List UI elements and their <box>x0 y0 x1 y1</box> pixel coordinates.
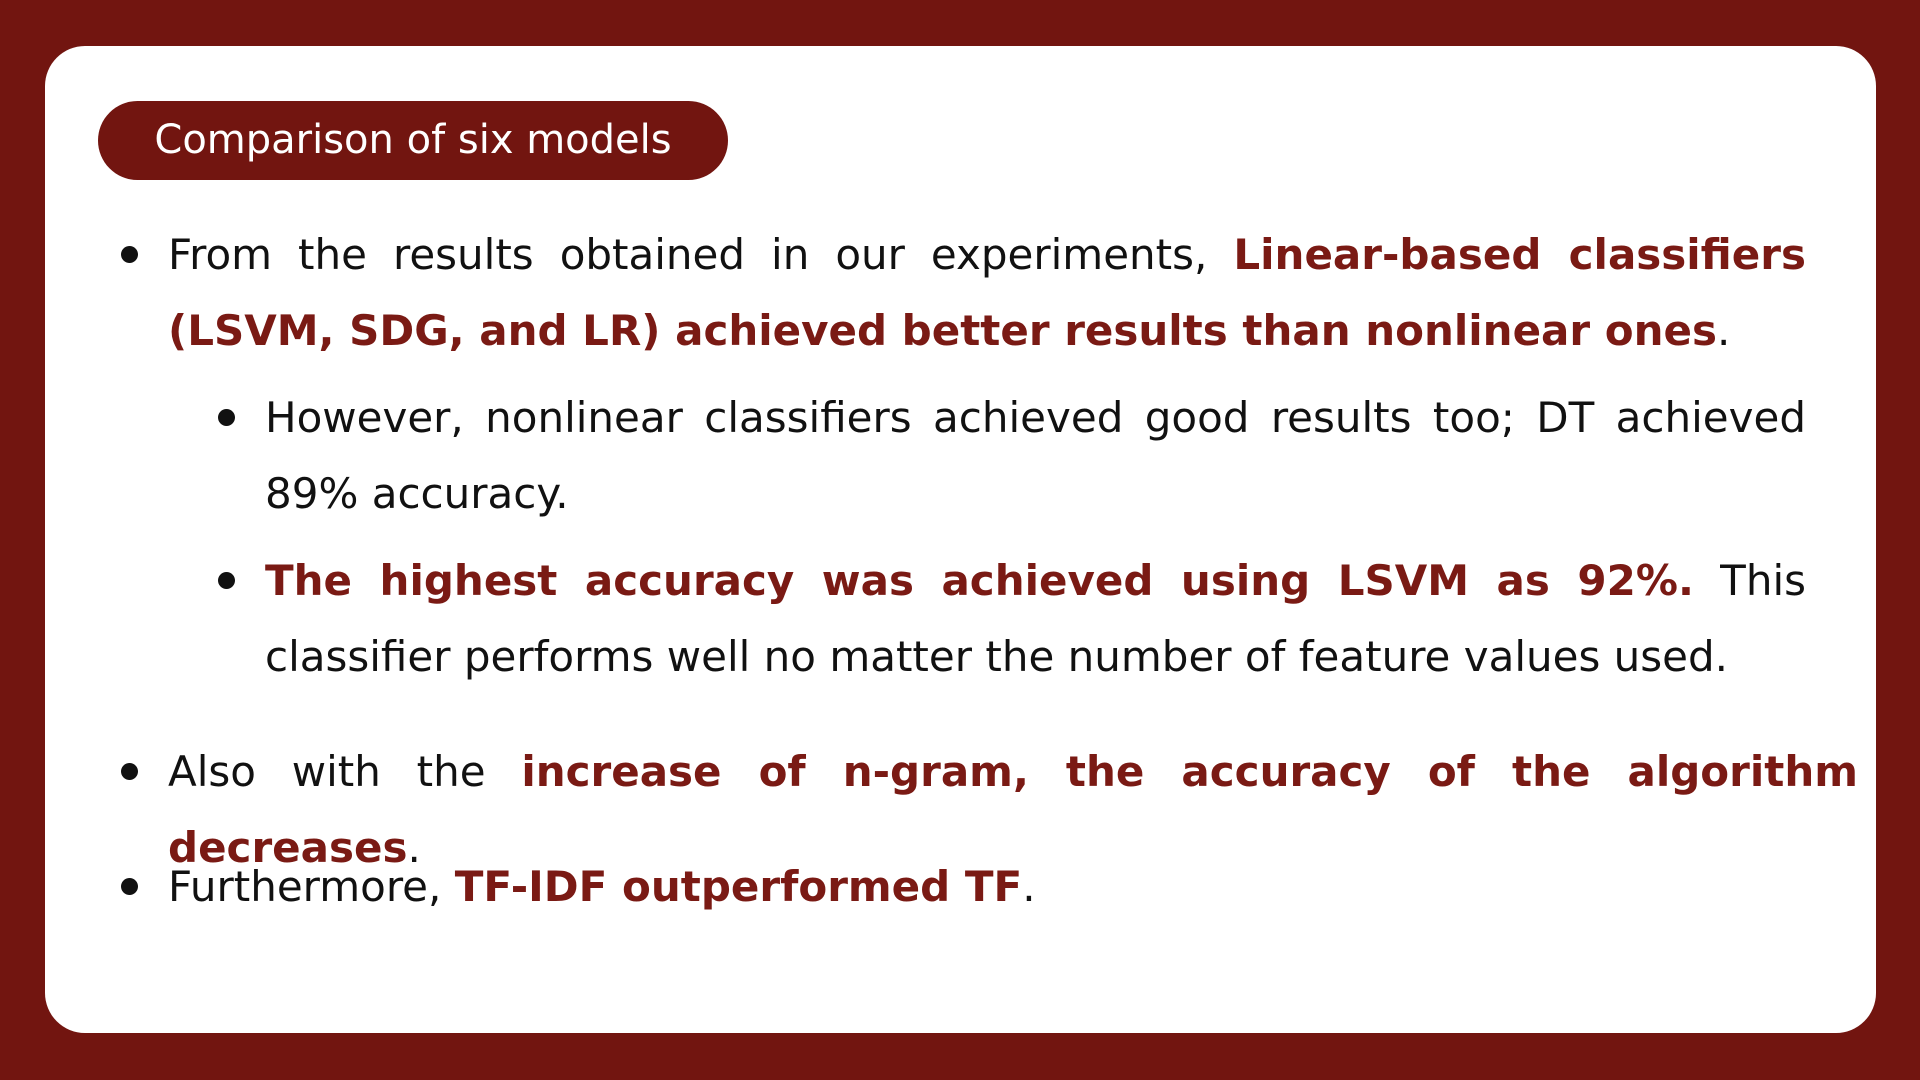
subbullet-highest-accuracy: The highest accuracy was achieved using … <box>218 543 1807 695</box>
section-title: Comparison of six models <box>98 101 728 180</box>
bullet-text: From the results obtained in our experim… <box>168 230 1234 279</box>
bullet-highlight: increase of n-gram, the accuracy of the … <box>168 747 1858 872</box>
content-card <box>45 46 1876 1033</box>
bullet-text: Furthermore, <box>168 862 455 911</box>
bullet-dot-icon <box>121 878 138 895</box>
bullet-text: Also with the <box>168 747 522 796</box>
bullet-dot-icon <box>121 246 138 263</box>
bullet-dot-icon <box>121 763 138 780</box>
bullet-text: This classifier performs well no matter … <box>265 556 1807 681</box>
bullet-highlight: Linear-based classifiers (LSVM, SDG, and… <box>168 230 1807 355</box>
bullet-text: . <box>407 823 421 872</box>
bullet-text: . <box>1022 862 1036 911</box>
bullet-ngram: Also with the increase of n-gram, the ac… <box>121 734 1858 886</box>
bullet-highlight: The highest accuracy was achieved using … <box>265 556 1694 605</box>
subbullet-nonlinear: However, nonlinear classifiers achieved … <box>218 380 1806 532</box>
bullet-dot-icon <box>218 409 235 426</box>
bullet-tfidf: Furthermore, TF-IDF outperformed TF. <box>121 849 1858 925</box>
bullet-linear-classifiers: From the results obtained in our experim… <box>121 217 1807 369</box>
bullet-dot-icon <box>218 572 235 589</box>
bullet-highlight: TF-IDF outperformed TF <box>454 862 1023 911</box>
bullet-text: However, nonlinear classifiers achieved … <box>265 393 1806 518</box>
bullet-text: . <box>1716 306 1731 355</box>
